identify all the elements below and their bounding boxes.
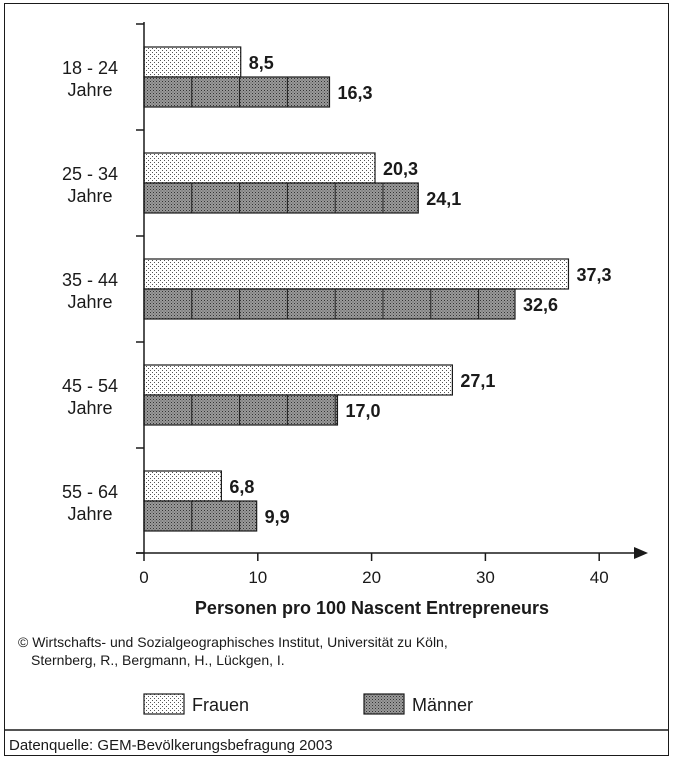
legend-label-maenner: Männer: [412, 695, 473, 715]
category-sublabel-1: Jahre: [67, 80, 112, 100]
value-label-frauen-4: 27,1: [460, 371, 495, 391]
bar-frauen-3: [143, 258, 570, 290]
credit-line-1: © Wirtschafts- und Sozialgeographisches …: [18, 634, 448, 650]
legend-swatch-frauen: [143, 693, 185, 715]
value-label-maenner-1: 16,3: [337, 83, 372, 103]
bar-frauen-5: [143, 470, 222, 502]
bar-maenner-4: [143, 394, 339, 426]
value-label-maenner-3: 32,6: [523, 295, 558, 315]
data-source: Datenquelle: GEM-Bevölkerungsbefragung 2…: [9, 737, 333, 754]
x-tick-label-2: 10: [248, 568, 267, 587]
credit-line-2: Sternberg, R., Bergmann, H., Lückgen, I.: [31, 652, 285, 668]
category-label-5: 55 - 64: [62, 482, 118, 502]
x-tick-label-3: 20: [362, 568, 381, 587]
value-label-maenner-4: 17,0: [345, 401, 380, 421]
category-sublabel-2: Jahre: [67, 186, 112, 206]
x-tick-label-4: 30: [476, 568, 495, 587]
category-label-2: 25 - 34: [62, 164, 118, 184]
bar-frauen-2: [143, 152, 376, 184]
bar-maenner-5: [143, 500, 258, 532]
bar-maenner-3: [143, 288, 516, 320]
bar-maenner-2: [143, 182, 419, 214]
category-sublabel-5: Jahre: [67, 504, 112, 524]
x-axis-label: Personen pro 100 Nascent Entrepreneurs: [195, 598, 549, 618]
value-label-frauen-5: 6,8: [229, 477, 254, 497]
bar-frauen-4: [143, 364, 453, 396]
value-label-frauen-2: 20,3: [383, 159, 418, 179]
category-label-4: 45 - 54: [62, 376, 118, 396]
x-axis-arrow: [634, 547, 648, 559]
value-label-maenner-2: 24,1: [426, 189, 461, 209]
legend-swatch-maenner: [363, 693, 405, 715]
bar-maenner-1: [143, 76, 331, 108]
value-label-frauen-1: 8,5: [249, 53, 274, 73]
x-tick-label-5: 40: [590, 568, 609, 587]
value-label-frauen-3: 37,3: [576, 265, 611, 285]
category-label-3: 35 - 44: [62, 270, 118, 290]
legend: Frauen Männer: [143, 693, 473, 715]
legend-label-frauen: Frauen: [192, 695, 249, 715]
category-sublabel-3: Jahre: [67, 292, 112, 312]
bar-frauen-1: [143, 46, 242, 78]
x-tick-label-1: 0: [139, 568, 148, 587]
value-label-maenner-5: 9,9: [265, 507, 290, 527]
category-sublabel-4: Jahre: [67, 398, 112, 418]
category-label-1: 18 - 24: [62, 58, 118, 78]
